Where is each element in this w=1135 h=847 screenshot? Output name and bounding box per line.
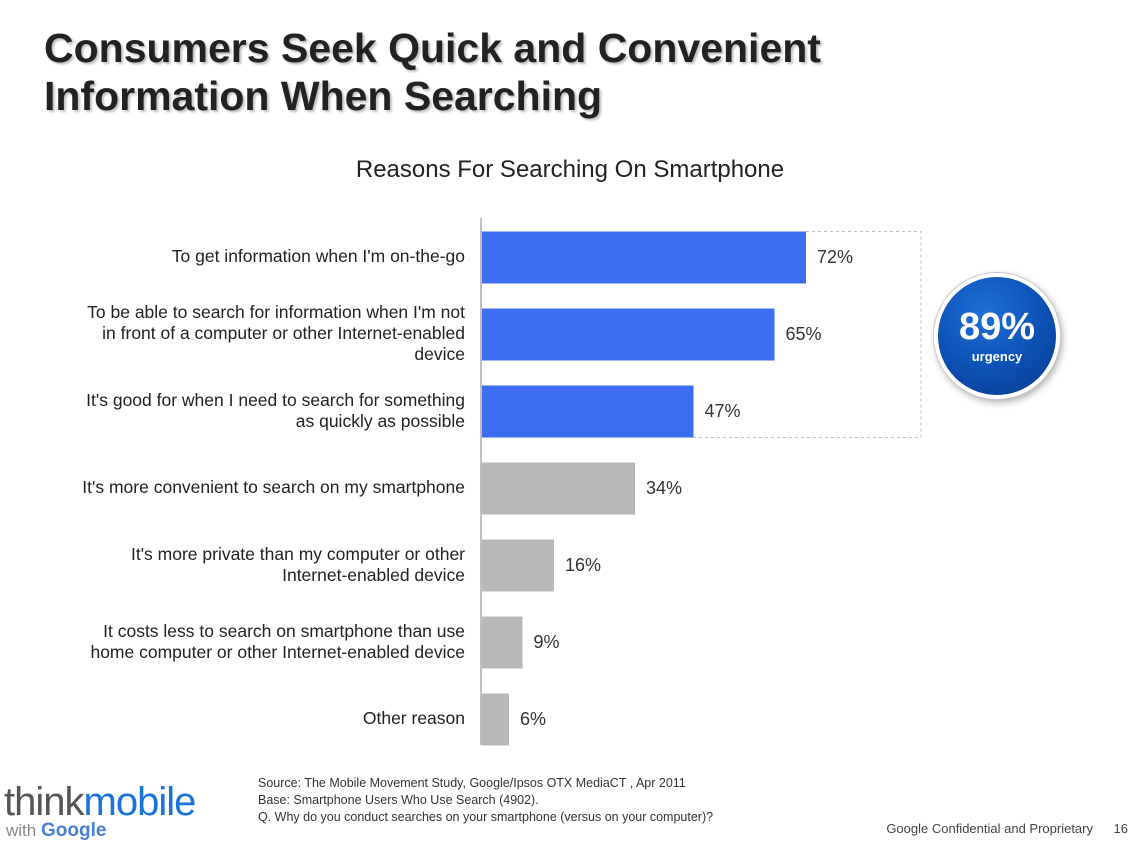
- value-label-5: 16%: [565, 554, 602, 575]
- footnote-base: Base: Smartphone Users Who Use Search (4…: [258, 793, 539, 807]
- category-label-line: in front of a computer or other Internet…: [102, 323, 465, 343]
- value-label-3: 47%: [704, 400, 741, 421]
- slide-title: Consumers Seek Quick and Convenient Info…: [44, 24, 1044, 120]
- logo-with-google: with Google: [6, 820, 106, 842]
- footnote: Source: The Mobile Movement Study, Googl…: [258, 775, 713, 826]
- bar-1: [482, 231, 806, 284]
- value-label-4: 34%: [646, 477, 683, 498]
- slide-title-line-2: Information When Searching: [44, 73, 603, 119]
- category-label-line: Internet-enabled device: [282, 564, 465, 585]
- logo-with: with: [6, 821, 37, 840]
- bar-2: [482, 308, 775, 361]
- category-label-4: It's more convenient to search on my sma…: [25, 477, 465, 498]
- category-label-line: It costs less to search on smartphone th…: [103, 620, 465, 641]
- urgency-label: urgency: [971, 349, 1023, 364]
- category-label-line: device: [414, 344, 465, 364]
- footnote-source: Source: The Mobile Movement Study, Googl…: [258, 776, 686, 790]
- category-label-5: It's more private than my computer or ot…: [25, 544, 465, 586]
- urgency-badge: 89% urgency: [934, 273, 1060, 399]
- footnote-question: Q. Why do you conduct searches on your s…: [258, 810, 714, 824]
- thinkmobile-logo: thinkmobile with Google: [4, 780, 197, 841]
- bar-7: [482, 693, 509, 746]
- category-label-line: It's more private than my computer or ot…: [130, 543, 465, 564]
- category-label-1: To get information when I'm on-the-go: [25, 246, 465, 267]
- page-number: 16: [1113, 821, 1128, 836]
- category-label-2: To be able to search for information whe…: [25, 302, 465, 365]
- value-label-7: 6%: [520, 708, 547, 729]
- urgency-value: 89%: [958, 306, 1036, 348]
- highlight-bracket: [693, 231, 922, 438]
- bar-5: [482, 539, 554, 592]
- chart-title: Reasons For Searching On Smartphone: [355, 156, 785, 183]
- confidential-notice: Google Confidential and Proprietary: [886, 821, 1093, 836]
- value-label-6: 9%: [533, 631, 560, 652]
- slide-title-line-1: Consumers Seek Quick and Convenient: [44, 25, 821, 71]
- logo-think: think: [4, 780, 84, 824]
- logo-mobile: mobile: [83, 780, 197, 824]
- category-label-line: home computer or other Internet-enabled …: [90, 641, 465, 662]
- category-label-line: Other reason: [362, 708, 465, 728]
- bar-4: [482, 462, 635, 515]
- value-label-1: 72%: [817, 246, 854, 267]
- category-label-line: It's good for when I need to search for …: [86, 389, 465, 410]
- value-label-2: 65%: [785, 323, 822, 344]
- category-label-6: It costs less to search on smartphone th…: [25, 621, 465, 663]
- category-label-3: It's good for when I need to search for …: [25, 390, 465, 432]
- bar-6: [482, 616, 523, 669]
- category-label-line: To get information when I'm on-the-go: [171, 246, 465, 266]
- bar-3: [482, 385, 694, 438]
- google-logo: Google: [40, 820, 107, 841]
- category-label-line: as quickly as possible: [295, 410, 465, 431]
- category-label-7: Other reason: [25, 708, 465, 729]
- category-label-line: It's more convenient to search on my sma…: [82, 477, 465, 497]
- category-label-line: To be able to search for information whe…: [87, 302, 465, 322]
